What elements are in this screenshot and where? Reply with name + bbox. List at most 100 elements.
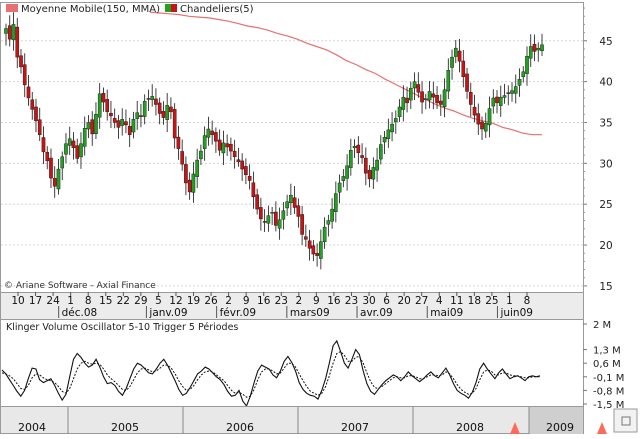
candle-body <box>19 55 23 68</box>
candle-body <box>382 136 387 143</box>
x-month-label: déc.08 <box>62 307 98 319</box>
year-label: 2008 <box>456 421 484 434</box>
x-tick-label: 6 <box>383 295 390 307</box>
navigator-end-button[interactable] <box>613 408 638 433</box>
x-tick-label: 29 <box>134 295 147 307</box>
candle-body <box>26 86 31 99</box>
candle-body <box>86 122 91 130</box>
candle-body <box>390 123 394 133</box>
candle-body <box>52 178 57 187</box>
oscillator-label: Klinger Volume Oscillator 5-10 Trigger 5… <box>6 322 238 333</box>
candle-body <box>15 26 20 58</box>
candle-body <box>247 176 252 181</box>
candle-body <box>202 135 207 149</box>
candle-body <box>397 106 402 118</box>
x-tick-label: 8 <box>524 295 531 307</box>
ma-legend-label: Moyenne Mobile(150, MMA) <box>21 4 160 15</box>
candle-body <box>45 152 50 162</box>
candle-body <box>476 113 481 125</box>
x-tick-label: 19 <box>187 295 200 307</box>
x-tick-label: 11 <box>450 295 463 307</box>
candle-body <box>334 193 338 212</box>
candle-body <box>150 96 154 100</box>
candle-body <box>165 105 169 120</box>
candle-body <box>375 159 379 171</box>
candle-body <box>525 56 529 74</box>
candle-body <box>34 106 38 122</box>
navigator-right-handle-icon[interactable] <box>597 422 607 434</box>
candle-body <box>109 112 113 117</box>
candle-body <box>281 210 286 220</box>
candle-body <box>259 207 263 220</box>
year-label: 2009 <box>546 421 574 434</box>
candle-body <box>262 221 267 223</box>
candle-body <box>322 226 327 243</box>
candle-body <box>41 137 46 153</box>
candle-body <box>184 164 188 184</box>
osc-y-tick-label: 2 M <box>593 320 611 331</box>
candle-legend-label: Chandeliers(5) <box>180 4 254 15</box>
x-tick-label: 1 <box>506 295 513 307</box>
year-label: 2006 <box>226 421 254 434</box>
candle-body <box>468 92 473 105</box>
candle-body <box>491 97 496 107</box>
x-tick-label: 2 <box>225 295 232 307</box>
x-month-label: juin09 <box>499 307 533 319</box>
candle-body <box>127 125 132 135</box>
candle-body <box>11 24 16 41</box>
credit-text: © Ariane Software - Axial Finance <box>4 281 156 291</box>
candle-body <box>495 96 499 104</box>
candle-body <box>82 128 87 147</box>
candle-body <box>180 151 184 165</box>
navigator-left-handle-icon[interactable] <box>510 422 520 434</box>
candle-body <box>296 205 301 217</box>
x-tick-label: 5 <box>155 295 162 307</box>
candle-body <box>409 87 413 101</box>
candlestick-layer <box>4 12 544 270</box>
x-tick-label: 8 <box>85 295 92 307</box>
year-navigator[interactable] <box>0 406 584 434</box>
candle-body <box>191 173 196 193</box>
candle-body <box>75 145 80 159</box>
candle-body <box>326 220 331 225</box>
candle-body <box>412 81 417 89</box>
x-tick-label: 2 <box>295 295 302 307</box>
candle-body <box>371 167 376 180</box>
candle-body <box>90 119 95 135</box>
year-label: 2007 <box>341 421 369 434</box>
candle-body <box>465 73 469 92</box>
candle-body <box>277 219 282 229</box>
candle-body <box>71 140 76 149</box>
candle-body <box>232 150 237 158</box>
x-tick-label: 16 <box>257 295 271 307</box>
candle-body <box>79 143 83 158</box>
x-tick-label: 20 <box>397 295 410 307</box>
x-tick-label: 10 <box>11 295 24 307</box>
candle-body <box>450 56 454 68</box>
candle-body <box>420 91 424 103</box>
y-tick-label: 25 <box>599 199 612 211</box>
candle-body <box>157 102 162 114</box>
candle-body <box>364 157 368 174</box>
candle-body <box>266 215 271 224</box>
x-tick-label: 4 <box>436 295 443 307</box>
candle-body <box>487 108 492 126</box>
candle-body <box>349 150 353 168</box>
y-tick-label: 40 <box>599 77 612 89</box>
candle-legend-down-swatch <box>171 4 177 12</box>
osc-y-tick-label: -1,5 M <box>593 400 624 411</box>
candle-body <box>427 91 432 101</box>
year-label: 2004 <box>18 421 46 434</box>
osc-y-tick-label: -0,8 M <box>593 386 624 397</box>
candle-body <box>210 130 214 135</box>
candle-body <box>105 99 110 113</box>
y-tick-label: 15 <box>599 281 612 293</box>
navigator-current-range[interactable] <box>529 407 583 434</box>
candle-body <box>101 93 106 103</box>
candle-body <box>315 253 319 256</box>
osc-y-tick-label: 1,3 M <box>593 346 621 357</box>
candle-body <box>416 84 421 93</box>
candle-body <box>540 44 544 51</box>
candle-body <box>67 138 72 146</box>
candle-body <box>300 214 304 235</box>
